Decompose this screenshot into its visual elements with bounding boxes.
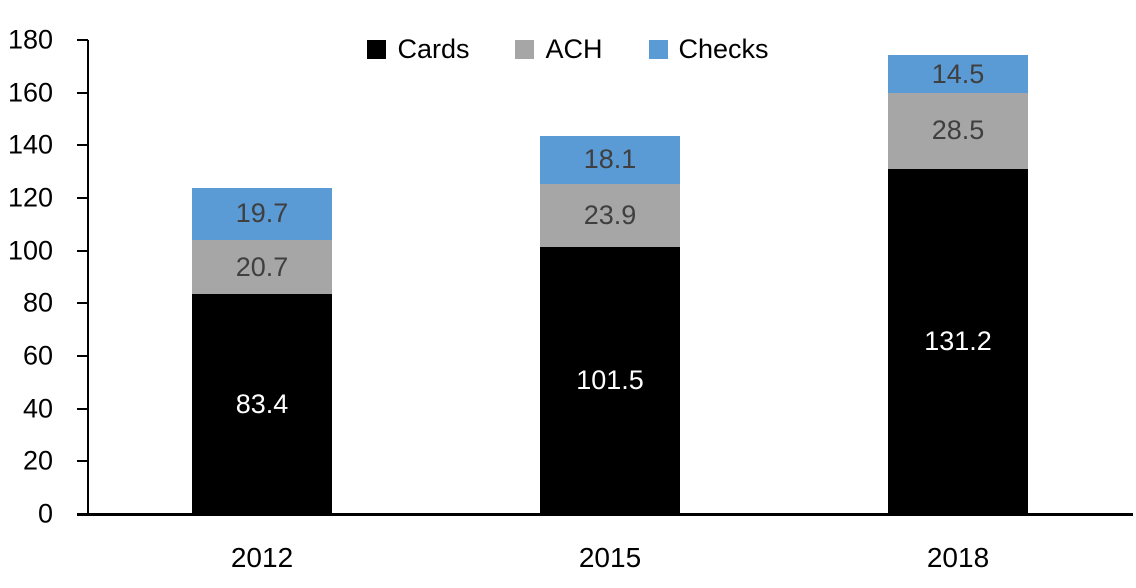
y-tick-mark	[77, 197, 88, 199]
cards-swatch-icon	[367, 40, 387, 59]
bar-value-label: 18.1	[583, 144, 637, 175]
bar-2012-cards-segment: 83.4	[192, 294, 332, 514]
bar-2012: 83.4 20.7 19.7	[192, 188, 332, 514]
y-tick-label: 180	[7, 24, 53, 55]
x-tick-label-2018: 2018	[926, 542, 990, 573]
x-tick-label-2015: 2015	[578, 542, 642, 573]
y-tick-mark	[77, 249, 88, 252]
bar-2012-ach-segment: 20.7	[192, 239, 332, 295]
bar-value-label: 131.2	[924, 325, 992, 356]
y-tick-mark	[77, 407, 88, 410]
bar-2015-ach-segment: 23.9	[540, 183, 680, 247]
y-tick-label: 160	[7, 77, 53, 108]
y-tick-mark	[77, 39, 88, 41]
y-tick-label: 40	[22, 393, 53, 424]
y-axis-line	[87, 40, 89, 516]
y-tick-label: 20	[22, 445, 53, 476]
bar-value-label: 83.4	[235, 388, 289, 419]
legend-item-ach: ACH	[515, 34, 603, 64]
checks-swatch-icon	[648, 40, 668, 59]
bar-2015: 101.5 23.9 18.1	[540, 136, 680, 514]
bar-2012-checks-segment: 19.7	[192, 188, 332, 240]
bar-value-label: 28.5	[931, 115, 985, 146]
bar-2015-checks-segment: 18.1	[540, 136, 680, 184]
y-tick-mark	[77, 302, 88, 305]
legend-item-cards: Cards	[367, 36, 469, 63]
bar-2018-cards-segment: 131.2	[888, 168, 1028, 514]
y-tick-mark	[77, 460, 88, 463]
y-tick-mark	[77, 355, 88, 357]
ach-swatch-icon	[515, 40, 535, 59]
bar-value-label: 23.9	[583, 199, 637, 230]
y-tick-label: 60	[22, 340, 53, 371]
bar-value-label: 101.5	[576, 364, 644, 395]
bar-2018: 131.2 28.5 14.5	[888, 55, 1028, 514]
bar-value-label: 14.5	[931, 58, 985, 89]
x-axis-line	[77, 513, 1133, 516]
y-tick-label: 80	[22, 287, 53, 318]
legend-label-checks: Checks	[678, 34, 769, 64]
y-tick-mark	[77, 144, 88, 147]
legend-label-cards: Cards	[397, 34, 470, 64]
legend-item-checks: Checks	[648, 34, 769, 64]
bar-value-label: 20.7	[235, 251, 289, 282]
y-tick-mark	[77, 91, 88, 94]
legend: Cards ACH Checks	[0, 36, 1136, 63]
legend-label-ach: ACH	[545, 34, 603, 64]
y-tick-mark	[77, 513, 88, 515]
x-tick-label-2012: 2012	[230, 542, 294, 573]
y-tick-label: 140	[7, 129, 53, 160]
bar-2018-ach-segment: 28.5	[888, 93, 1028, 169]
bar-value-label: 19.7	[235, 198, 289, 229]
y-tick-label: 120	[7, 182, 53, 213]
y-tick-label: 100	[7, 235, 53, 266]
bar-2015-cards-segment: 101.5	[540, 246, 680, 514]
bar-2018-checks-segment: 14.5	[888, 55, 1028, 94]
y-tick-label: 0	[37, 498, 53, 529]
